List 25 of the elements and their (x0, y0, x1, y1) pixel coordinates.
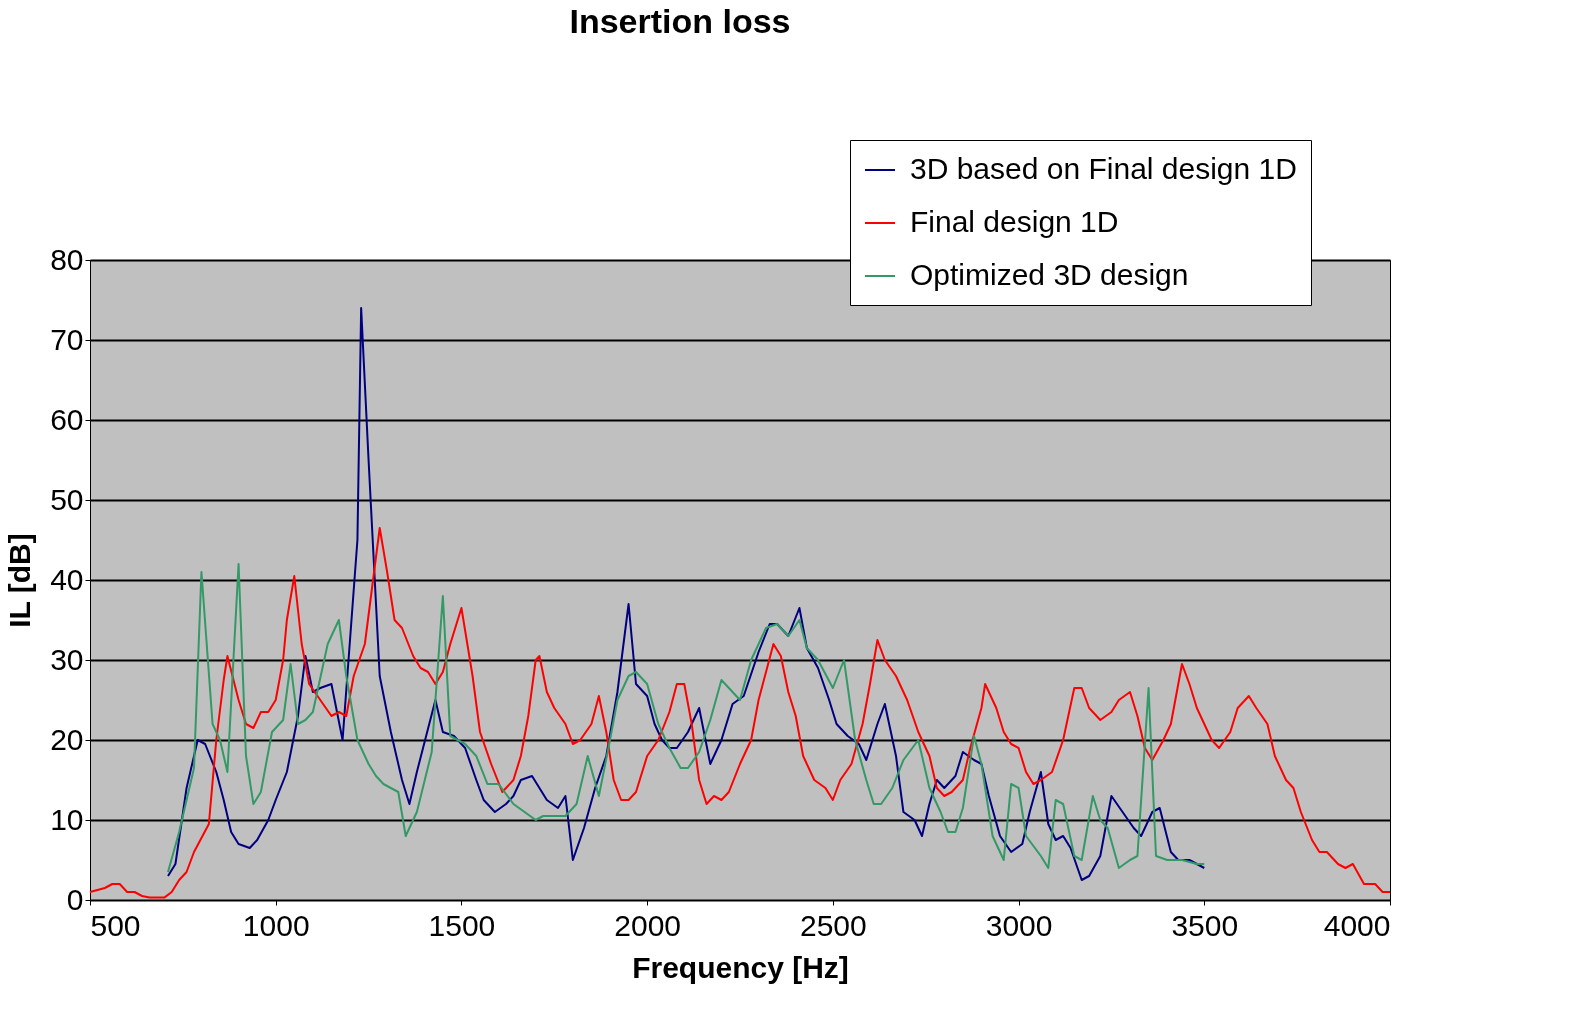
y-tick-label: 10 (50, 802, 84, 836)
x-tick-label: 1000 (242, 908, 310, 942)
y-axis-title: IL [dB] (3, 533, 37, 628)
line-series (167, 563, 1206, 873)
x-tick-label: 4000 (1323, 908, 1391, 942)
x-tick-label: 1500 (428, 908, 496, 942)
y-tick-label: 50 (50, 482, 84, 516)
y-tick-label: 70 (50, 322, 84, 356)
y-tick-label: 40 (50, 562, 84, 596)
x-tick-label: 2500 (799, 908, 867, 942)
legend-label: 3D based on Final design 1D (910, 152, 1297, 185)
legend-label: Optimized 3D design (910, 258, 1189, 291)
chart-title: Insertion loss (569, 1, 791, 40)
x-tick-label: 3000 (985, 908, 1053, 942)
y-tick-label: 30 (50, 642, 84, 676)
y-tick-label: 80 (50, 242, 84, 276)
y-tick-label: 0 (66, 882, 84, 916)
line-series (167, 307, 1206, 881)
y-tick-label: 60 (50, 402, 84, 436)
x-tick-label: 3500 (1171, 908, 1239, 942)
legend-label: Final design 1D (910, 205, 1119, 238)
x-tick-label: 2000 (614, 908, 682, 942)
x-tick-label: 500 (90, 908, 141, 942)
y-tick-label: 20 (50, 722, 84, 756)
x-axis-title: Frequency [Hz] (632, 950, 849, 984)
